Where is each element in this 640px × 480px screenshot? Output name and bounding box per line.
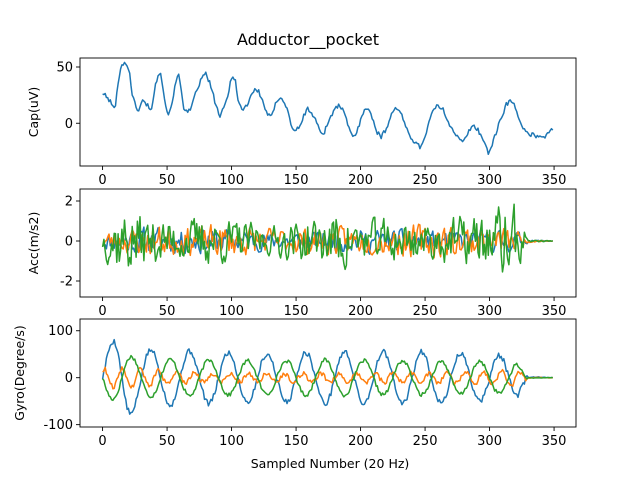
y-tick-label-cap: 0 (65, 117, 73, 132)
y-tick-label-cap: 50 (56, 61, 73, 76)
y-tick-label-acc: -2 (60, 275, 73, 290)
y-tick-label-acc: 2 (65, 195, 73, 210)
x-tick-label-cap: 150 (284, 173, 309, 188)
y-axis-label-acc: Acc(m/s2) (26, 212, 41, 275)
x-tick-label-acc: 0 (98, 304, 106, 319)
x-tick-label-acc: 50 (159, 304, 176, 319)
subplot-cap: 0 50 100 150 200 250 300 350 0 50 Cap(uV) (26, 57, 577, 188)
x-tick-label-gyro: 200 (348, 434, 373, 449)
series-line-gyro-3 (101, 354, 553, 402)
y-tick-label-gyro: -100 (43, 418, 73, 433)
x-tick-label-cap: 50 (159, 173, 176, 188)
x-tick-label-gyro: 150 (284, 434, 309, 449)
axes-frame-gyro (79, 318, 577, 428)
series-group-cap (102, 61, 554, 156)
subplot-acc: 0 50 100 150 200 250 300 350 -2 0 2 Acc(m/s2) (26, 188, 577, 319)
series-line-cap-1 (102, 61, 554, 156)
x-tick-label-gyro: 300 (477, 434, 502, 449)
x-tick-label-cap: 0 (98, 173, 106, 188)
x-tick-label-cap: 100 (219, 173, 244, 188)
y-tick-label-gyro: 100 (48, 324, 73, 339)
series-line-gyro-1 (101, 338, 553, 415)
y-axis-label-cap: Cap(uV) (26, 87, 41, 138)
axes-frame-acc (79, 188, 577, 298)
x-axis-label: Sampled Number (20 Hz) (251, 456, 410, 471)
y-axis-label-gyro: Gyro(Degree/s) (12, 325, 27, 421)
x-tick-label-acc: 150 (284, 304, 309, 319)
figure-title: Adductor__pocket (237, 30, 379, 50)
x-tick-label-acc: 100 (219, 304, 244, 319)
y-tick-label-acc: 0 (65, 235, 73, 250)
x-tick-label-acc: 250 (413, 304, 438, 319)
x-tick-label-cap: 250 (413, 173, 438, 188)
series-group-acc (101, 203, 554, 273)
x-tick-label-acc: 300 (477, 304, 502, 319)
series-line-acc-3 (101, 203, 554, 273)
series-group-gyro (101, 338, 554, 415)
x-tick-label-gyro: 100 (219, 434, 244, 449)
x-tick-label-gyro: 50 (159, 434, 176, 449)
x-tick-label-gyro: 350 (542, 434, 567, 449)
subplot-gyro: 0 50 100 150 200 250 300 350 -100 0 100 Gyro(Degree… (12, 318, 577, 449)
x-tick-label-cap: 300 (477, 173, 502, 188)
x-tick-label-gyro: 250 (413, 434, 438, 449)
x-tick-label-cap: 200 (348, 173, 373, 188)
y-tick-label-gyro: 0 (65, 371, 73, 386)
x-tick-label-acc: 200 (348, 304, 373, 319)
x-tick-label-cap: 350 (542, 173, 567, 188)
axes-frame-cap (79, 57, 577, 167)
x-tick-label-gyro: 0 (98, 434, 106, 449)
x-tick-label-acc: 350 (542, 304, 567, 319)
